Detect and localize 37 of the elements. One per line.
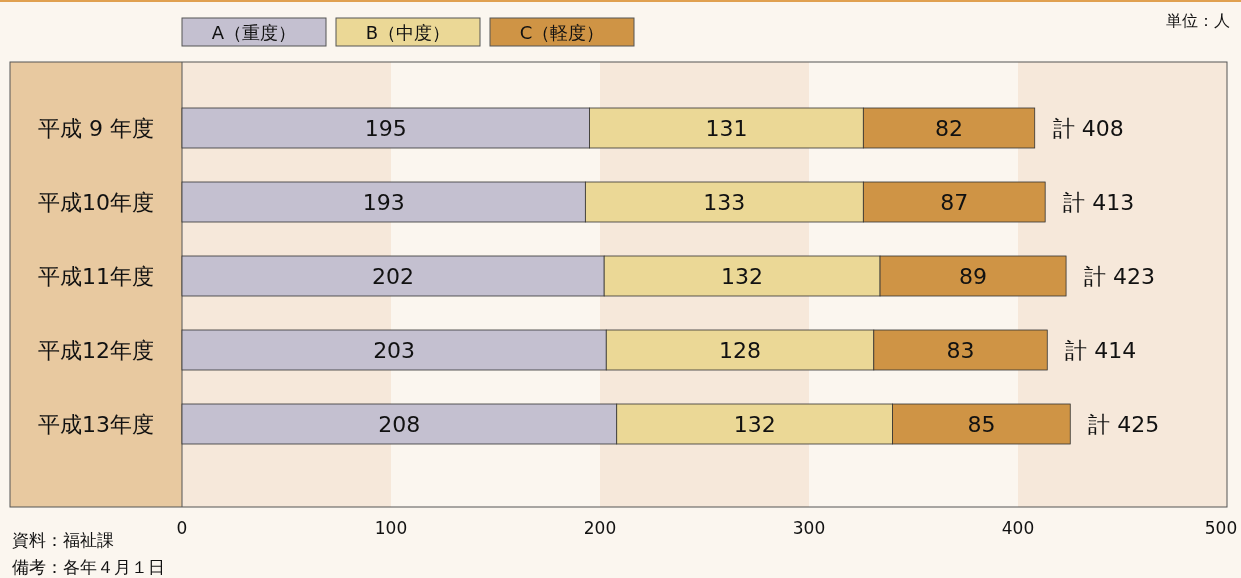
text: C（軽度） <box>519 22 605 43</box>
data-label: 208 <box>378 412 421 437</box>
total-label: 計 408 <box>1052 116 1124 141</box>
x-tick-label: 200 <box>583 518 617 538</box>
total-label: 計 425 <box>1088 412 1160 437</box>
text: 備考：各年４月１日 <box>12 557 165 577</box>
data-label: 133 <box>703 190 746 215</box>
text: B（中度） <box>365 22 451 43</box>
x-tick-label: 500 <box>1204 518 1238 538</box>
data-label: 132 <box>721 264 764 289</box>
y-tick-label: 平成13年度 <box>38 412 154 437</box>
data-label: 87 <box>940 190 969 215</box>
data-label: 83 <box>946 338 975 363</box>
data-label: 89 <box>959 264 988 289</box>
data-label: 193 <box>362 190 405 215</box>
y-tick-label: 平成12年度 <box>38 338 154 363</box>
data-label: 203 <box>373 338 416 363</box>
x-tick-label: 300 <box>792 518 826 538</box>
y-tick-label: 平成11年度 <box>38 264 154 289</box>
x-tick-label: 400 <box>1001 518 1035 538</box>
total-label: 計 414 <box>1065 338 1137 363</box>
total-label: 計 413 <box>1063 190 1135 215</box>
data-label: 82 <box>935 116 964 141</box>
text: A（重度） <box>211 22 297 43</box>
text: 単位：人 <box>1166 11 1230 30</box>
data-label: 202 <box>372 264 415 289</box>
data-label: 85 <box>967 412 996 437</box>
total-label: 計 423 <box>1084 264 1156 289</box>
data-label: 132 <box>733 412 776 437</box>
x-tick-label: 100 <box>374 518 408 538</box>
x-tick-label: 0 <box>176 518 188 538</box>
y-tick-label: 平成10年度 <box>38 190 154 215</box>
y-tick-label: 平成 9 年度 <box>38 116 154 141</box>
data-label: 128 <box>719 338 762 363</box>
text: 資料：福祉課 <box>12 530 114 550</box>
data-label: 195 <box>364 116 407 141</box>
data-label: 131 <box>705 116 748 141</box>
